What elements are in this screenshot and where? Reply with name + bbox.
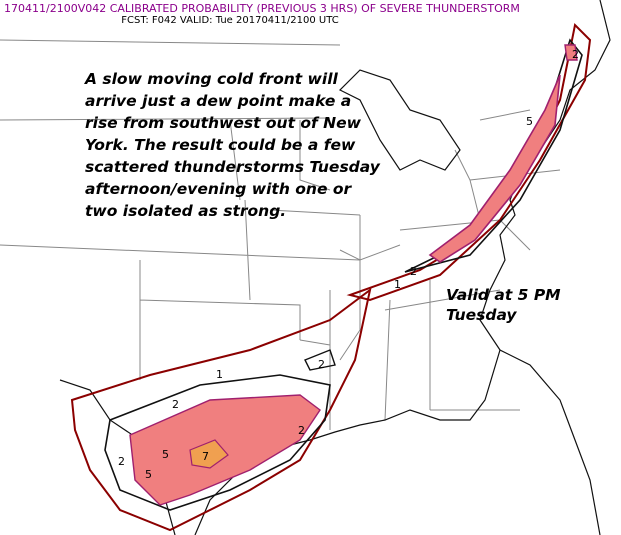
contour-label: 1 xyxy=(216,368,223,381)
contour-label: 1 xyxy=(394,278,401,291)
probability-contours xyxy=(70,22,592,532)
valid-label-line: Tuesday xyxy=(446,306,517,324)
annotation-line: scattered thunderstorms Tuesday xyxy=(85,158,381,176)
contour-label: 5 xyxy=(145,468,152,481)
valid-label: Valid at 5 PM Tuesday xyxy=(446,286,561,324)
contour-label: 5 xyxy=(162,448,169,461)
state-lines xyxy=(0,39,561,430)
header-subtitle: FCST: F042 VALID: Tue 20170411/2100 UTC xyxy=(121,15,338,26)
annotation-line: afternoon/evening with one or xyxy=(85,180,353,198)
annotation-line: arrive just a dew point make a xyxy=(85,92,351,110)
annotation-line: A slow moving cold front will xyxy=(84,70,339,88)
valid-label-line: Valid at 5 PM xyxy=(446,286,561,304)
annotation: A slow moving cold front will arrive just… xyxy=(84,70,381,220)
contour-label: 5 xyxy=(526,115,533,128)
contour-label: 2 xyxy=(298,424,305,437)
contour-label: 2 xyxy=(172,398,179,411)
contour-label: 2 xyxy=(572,48,579,61)
contour-label: 2 xyxy=(410,265,417,278)
header-title: 170411/2100V042 CALIBRATED PROBABILITY (… xyxy=(4,2,520,15)
annotation-line: two isolated as strong. xyxy=(85,202,286,220)
contour-label: 7 xyxy=(202,450,209,463)
annotation-line: rise from southwest out of New xyxy=(85,114,362,132)
contour-label: 2 xyxy=(118,455,125,468)
annotation-line: York. The result could be a few xyxy=(85,136,356,154)
contour-label: 2 xyxy=(318,358,325,371)
